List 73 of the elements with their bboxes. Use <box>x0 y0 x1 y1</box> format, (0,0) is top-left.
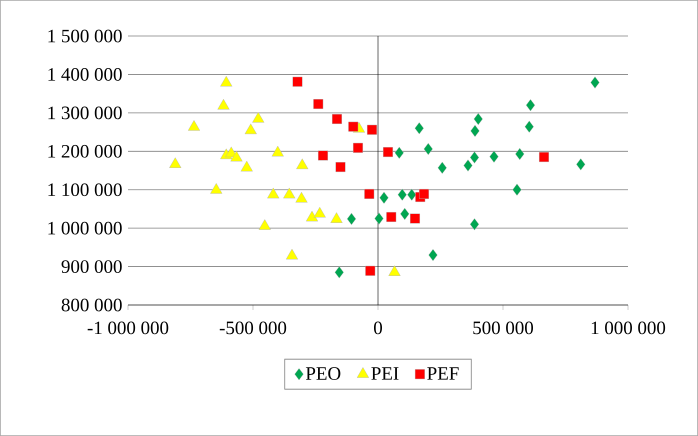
x-tick-label: -1 000 000 <box>88 321 168 334</box>
point <box>576 158 586 170</box>
legend-label: PEI <box>371 367 399 380</box>
point <box>220 76 232 86</box>
point <box>332 114 342 124</box>
point <box>292 76 302 87</box>
legend-label: PEO <box>306 367 340 380</box>
point <box>463 160 473 172</box>
point <box>210 183 222 194</box>
point <box>407 188 416 201</box>
point <box>318 150 328 160</box>
point <box>367 124 377 135</box>
point <box>489 150 499 163</box>
y-tick-label: 1 500 000 <box>48 30 122 42</box>
point <box>346 212 356 225</box>
y-tick-label: 1 100 000 <box>48 183 122 196</box>
point <box>394 146 404 159</box>
point <box>364 188 374 199</box>
point <box>296 158 308 170</box>
y-tick-label: 900 000 <box>62 260 122 273</box>
point <box>313 99 324 110</box>
point <box>374 212 384 225</box>
point <box>438 162 447 174</box>
x-tick-label: 500 000 <box>473 321 534 334</box>
y-tick-label: 1 000 000 <box>48 222 122 235</box>
x-tick-label: 0 <box>374 321 382 334</box>
y-tick-label: 800 000 <box>62 298 122 312</box>
point <box>539 152 549 162</box>
point <box>398 188 407 201</box>
point <box>244 124 257 134</box>
point <box>365 266 376 276</box>
point <box>336 162 346 172</box>
point <box>348 122 358 132</box>
point <box>470 151 480 164</box>
point <box>188 120 200 131</box>
point <box>252 112 264 123</box>
point <box>267 188 280 198</box>
point <box>383 147 393 158</box>
point <box>590 76 600 88</box>
point <box>470 124 480 137</box>
point <box>306 210 318 222</box>
y-tick-label: 1 300 000 <box>48 106 122 120</box>
point <box>386 212 396 222</box>
x-tick-label: -500 000 <box>220 321 286 334</box>
point <box>240 160 253 172</box>
point <box>353 142 363 153</box>
point <box>314 206 326 218</box>
point <box>424 143 433 155</box>
point <box>217 98 230 110</box>
point <box>330 212 343 223</box>
point <box>283 188 296 198</box>
point <box>524 120 534 133</box>
point <box>169 157 182 168</box>
point <box>410 214 420 224</box>
point <box>400 208 410 220</box>
point <box>258 219 271 230</box>
x-tick-label: 1 000 000 <box>592 321 666 334</box>
point <box>295 192 308 203</box>
point <box>515 148 524 160</box>
y-tick-label: 1 200 000 <box>48 144 122 158</box>
point <box>230 150 243 162</box>
point <box>419 188 429 199</box>
legend-label: PEF <box>427 367 459 380</box>
point <box>414 122 424 134</box>
point <box>526 99 536 112</box>
point <box>334 266 344 278</box>
point <box>512 184 522 196</box>
point <box>474 113 483 125</box>
point <box>470 218 480 230</box>
y-tick-label: 1 400 000 <box>48 68 122 81</box>
point <box>379 192 389 204</box>
point <box>428 249 438 262</box>
point <box>272 146 284 156</box>
